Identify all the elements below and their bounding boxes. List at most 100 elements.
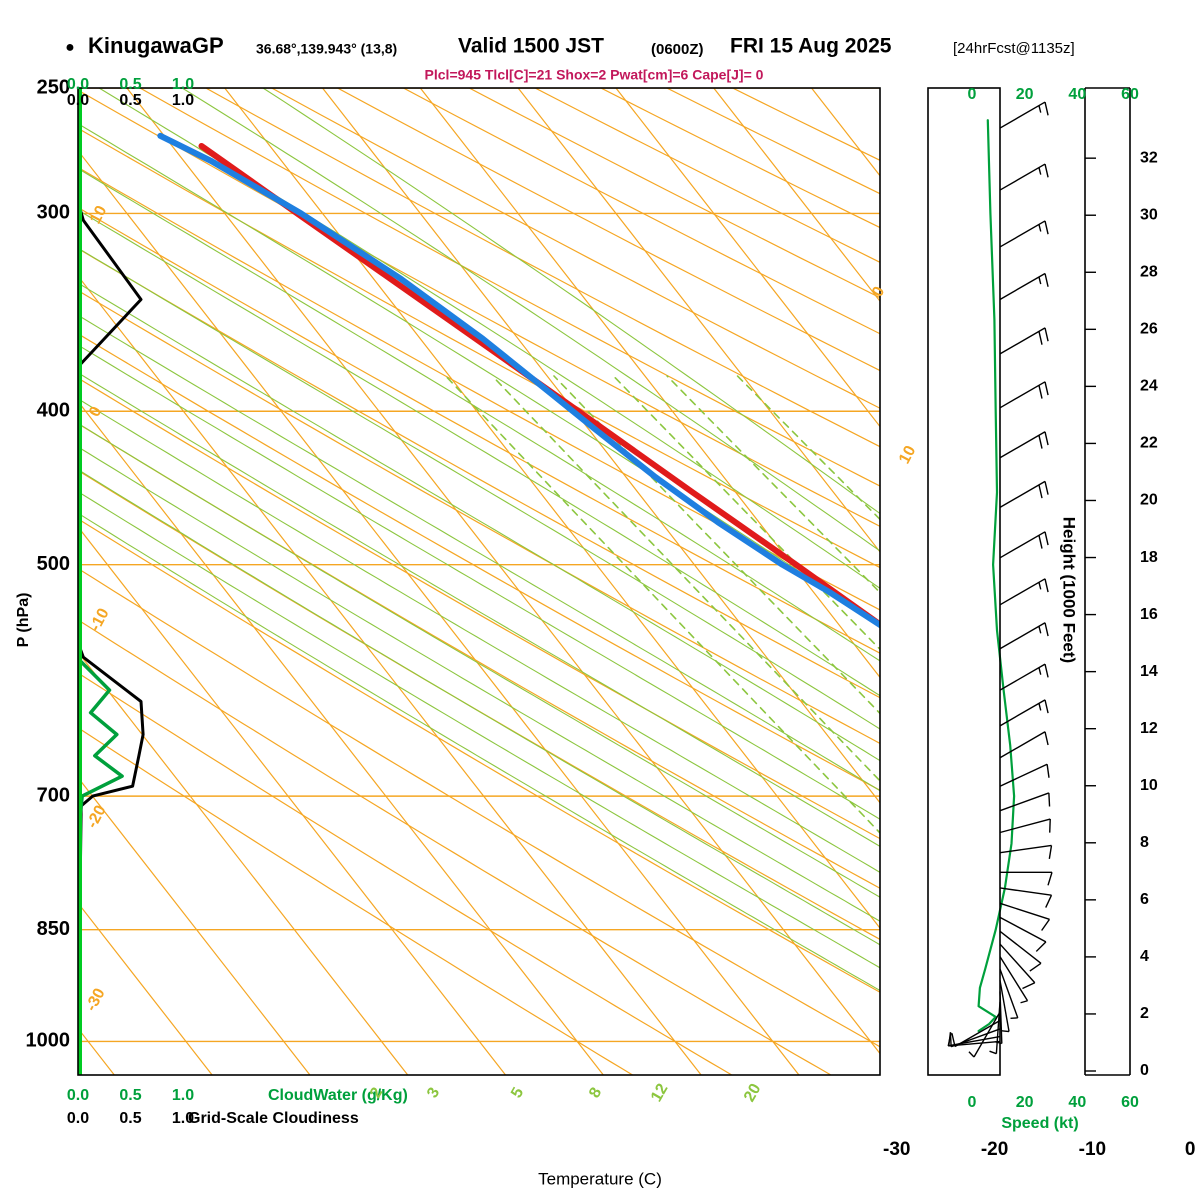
height-tick: 26 [1140,321,1158,338]
wind-barb [999,531,1049,559]
moist-adiabat-4 [78,372,880,848]
pressure-tick: 500 [37,553,70,575]
isotherm--60 [78,400,604,1075]
wind-barb [968,1011,1001,1058]
wind-barb-full [1048,792,1051,807]
height-tick: 28 [1140,263,1158,280]
axes-layer [77,87,1131,1076]
wind-layer [947,101,1053,1058]
wind-barb-shaft [999,956,1029,1002]
isotherm--90 [78,776,311,1075]
wind-barb [999,663,1049,691]
speed-tick-bottom: 0 [968,1094,977,1111]
mixing-ratio-2 [444,375,880,835]
speed-tick-bottom: 20 [1016,1094,1034,1111]
wind-barb [999,480,1049,508]
wind-barb [999,731,1049,759]
wind-barb-full [1044,578,1049,593]
cloudiness-tick-top: 0.5 [119,92,141,109]
pressure-tick: 400 [37,400,70,422]
wind-barb-half [1001,1030,1010,1033]
wind-panel-frame [927,87,1001,1076]
wind-barb-shaft [999,220,1046,248]
speed-tick-top: 0 [968,86,977,103]
wind-barb-full [1044,531,1049,546]
wind-barb-shaft [999,818,1051,834]
cloudiness-tick-top: 1.0 [172,92,194,109]
speed-axis-label: Speed (kt) [1001,1115,1078,1132]
cloudwater-tick-bottom: 0.0 [67,1087,89,1104]
temperature-tick: -20 [981,1139,1008,1160]
cloudiness-tick-bottom: 0.5 [119,1110,141,1127]
temperature-profile [198,143,880,629]
moist-adiabat--8 [78,446,880,922]
wind-barb-shaft [999,916,1047,943]
wind-barb-half [968,1051,975,1058]
wind-barb [999,887,1053,908]
wind-barb-shaft [999,930,1042,964]
station-coords: 36.68°,139.943° (13,8) [256,41,397,57]
isotherm-10 [517,88,880,553]
wind-barb-shaft [999,431,1046,459]
wind-barb [999,272,1049,301]
cloudwater-tick-top: 1.0 [172,76,194,93]
height-axis-label: Height (1000 Feet) [1060,517,1079,663]
wind-barb [999,956,1029,1004]
temperature-axis-label: Temperature (C) [538,1169,662,1188]
wind-barb-shaft [999,381,1046,409]
dry-adiabat-130 [402,88,880,335]
forecast-tag: [24hrFcst@1135z] [953,40,1075,57]
wind-barb-full [1044,699,1049,714]
cloudiness-tick-top: 0.0 [67,92,89,109]
wind-barb-half [1038,167,1042,175]
wind-barb-full [1044,481,1049,495]
wind-barb [1000,871,1053,886]
valid-date: FRI 15 Aug 2025 [730,35,892,58]
wind-barb-full [1044,663,1049,678]
wind-barb-full [1044,101,1049,116]
wind-barb-shaft [999,968,1019,1019]
wind-barb-full [1044,327,1049,342]
cloudiness-tick-bottom: 1.0 [172,1110,194,1127]
cloudwater-tick-bottom: 0.5 [119,1087,141,1104]
dry-adiabat-80 [78,89,880,528]
dry-adiabat-label-left: -20 [84,803,110,831]
mixing-ratio-3 [491,375,880,783]
dry-adiabat-label-right: 0 [869,284,888,300]
main-plot-frame [77,87,881,1076]
dry-adiabat-40 [78,247,880,699]
station-marker-icon: ● [65,39,75,56]
dewpoint-profile [157,132,880,629]
height-tick: 14 [1140,663,1158,680]
cloudwater-tick-bottom: 1.0 [172,1087,194,1104]
moist-adiabat-28 [78,167,880,662]
dry-adiabat-100 [205,88,880,448]
moist-adiabat-40 [181,88,880,552]
wind-barb [999,916,1047,952]
dry-adiabat-label-left: 10 [87,203,110,227]
wind-barb-shaft [948,1035,1001,1047]
wind-barb-half [1038,276,1042,285]
pressure-tick: 700 [37,784,70,806]
wind-barb [999,980,1010,1033]
moist-adiabat-44 [262,88,880,515]
moist-adiabat-0 [78,398,880,873]
dry-adiabat-label-left: 0 [86,404,105,420]
moist-adiabat-36 [98,88,880,589]
wind-barb-full [947,1032,952,1047]
pressure-axis-label: P (hPa) [15,593,32,648]
wind-barb-half [1038,667,1042,675]
wind-barb-full [1044,163,1049,178]
moist-adiabat--12 [78,468,880,946]
wind-barb [999,818,1051,834]
wind-barb-full [1044,431,1049,446]
moist-adiabat-24 [78,209,880,697]
wind-barb [999,844,1053,859]
dry-adiabat--20 [78,518,880,993]
wind-barb-full [1048,845,1053,859]
dry-adiabat-0 [78,422,880,889]
wind-barb [999,968,1019,1020]
wind-barb-half [1038,626,1042,634]
isotherm--40 [78,149,800,1075]
pressure-tick: 300 [37,202,70,224]
